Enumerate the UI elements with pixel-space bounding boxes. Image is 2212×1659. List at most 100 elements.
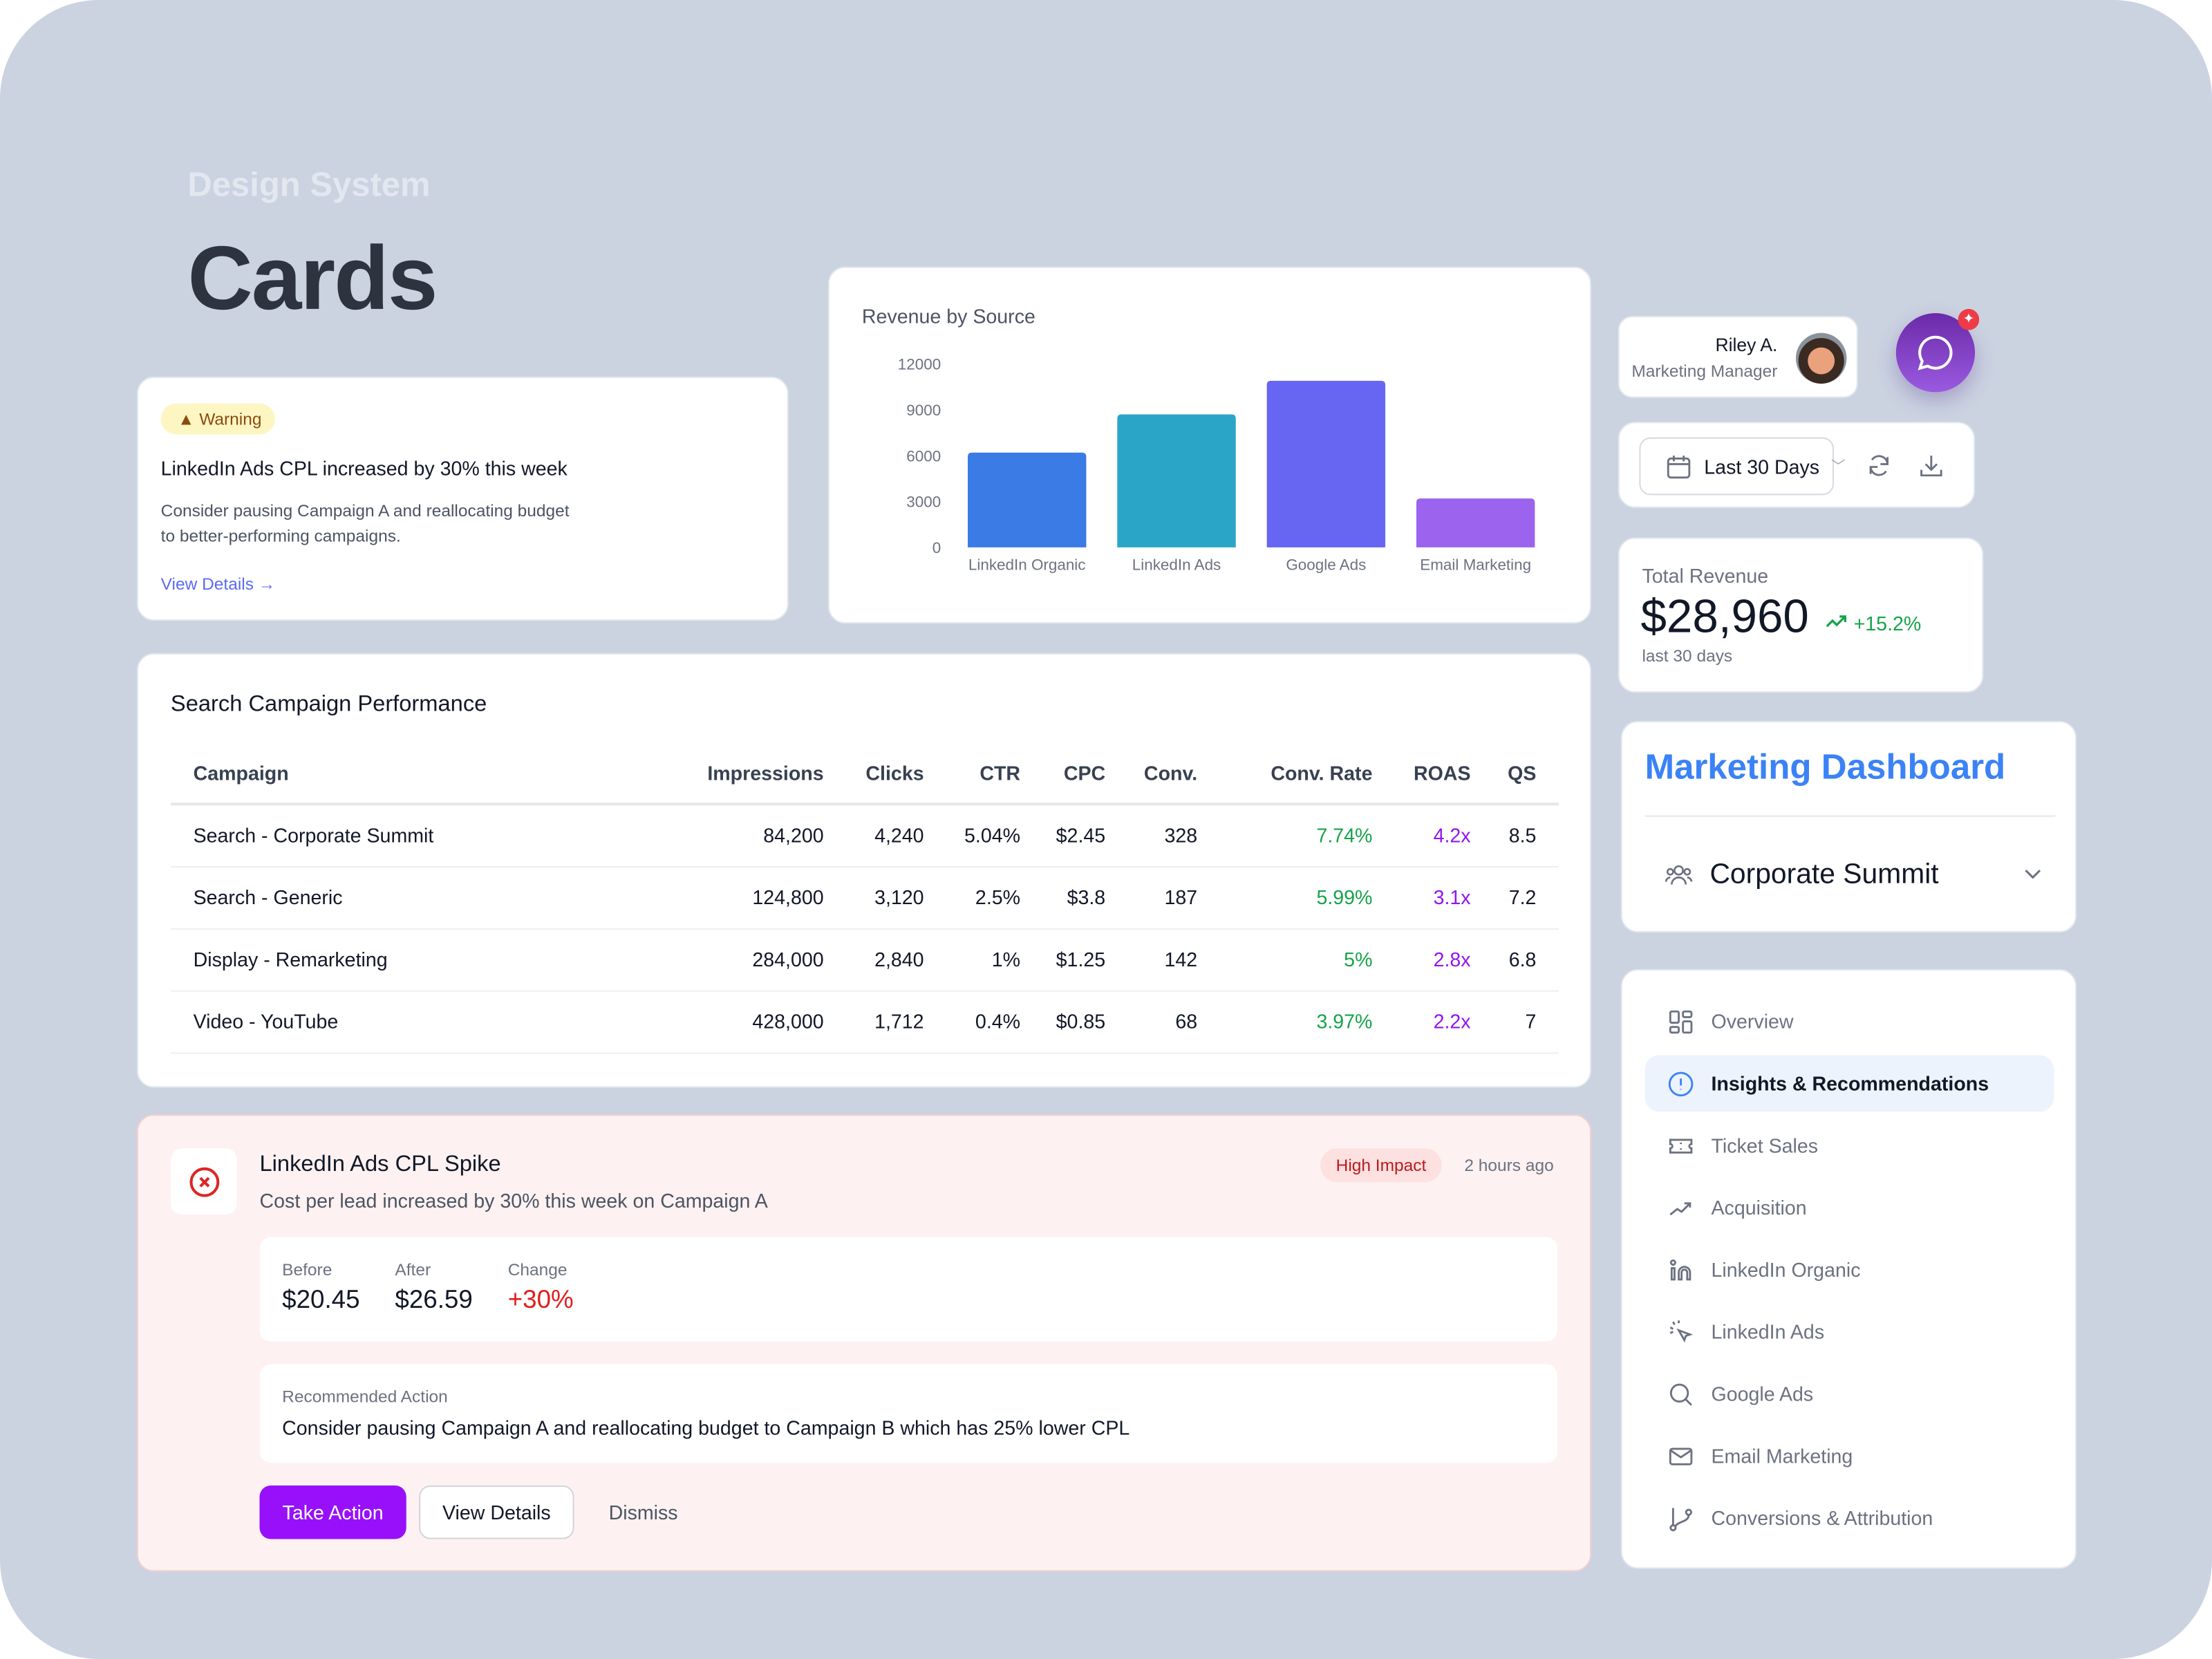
sidebar-item-linkedin-ads[interactable]: LinkedIn Ads <box>1645 1304 2054 1360</box>
dismiss-button[interactable]: Dismiss <box>608 1501 678 1524</box>
table-cell: 1% <box>924 928 1021 991</box>
table-cell: 5% <box>1197 928 1373 991</box>
table-cell: Display - Remarketing <box>170 928 624 991</box>
sidebar-item-linkedin-organic[interactable]: LinkedIn Organic <box>1645 1241 2054 1298</box>
table-cell: 7.2 <box>1470 866 1559 929</box>
warning-body-1: Consider pausing Campaign A and realloca… <box>160 500 570 521</box>
sidebar-item-label: Google Ads <box>1711 1382 1814 1405</box>
table-cell: 4,240 <box>823 804 924 868</box>
table-cell: 187 <box>1105 866 1198 929</box>
event-select[interactable]: Corporate Summit <box>1645 846 2056 903</box>
grid-icon <box>1669 1009 1693 1033</box>
users-icon <box>1665 865 1693 885</box>
sidebar-item-email-marketing[interactable]: Email Marketing <box>1645 1427 2054 1484</box>
table-row[interactable]: Video - YouTube 428,000 1,712 0.4% $0.85 68 3.… <box>170 990 1559 1053</box>
ticket-icon <box>1669 1138 1693 1153</box>
table-cell: $2.45 <box>1020 804 1106 868</box>
column-header: ROAS <box>1372 742 1471 806</box>
chevron-down-icon: ﹀ <box>1830 460 1846 476</box>
download-icon[interactable] <box>1918 453 1944 478</box>
table-cell: 3,120 <box>823 866 924 929</box>
chat-bubble-icon <box>1918 335 1953 371</box>
sidebar-item-label: LinkedIn Organic <box>1711 1258 1861 1282</box>
recommendation-text: Consider pausing Campaign A and realloca… <box>282 1416 1130 1439</box>
impact-badge: High Impact <box>1320 1148 1442 1183</box>
table-row[interactable]: Display - Remarketing 284,000 2,840 1% $1.25… <box>170 928 1559 991</box>
table-cell: 142 <box>1105 928 1198 991</box>
table-cell: 328 <box>1105 804 1198 868</box>
calendar-icon <box>1667 455 1691 478</box>
table-cell: 68 <box>1105 990 1198 1053</box>
view-details-button[interactable]: View Details <box>419 1485 574 1539</box>
y-tick-label: 9000 <box>906 402 941 419</box>
table-cell: 0.4% <box>924 990 1021 1053</box>
table-title: Search Campaign Performance <box>170 693 487 717</box>
divider <box>1644 815 2056 817</box>
table-cell: 7.74% <box>1197 804 1373 868</box>
x-tick-label: Email Marketing <box>1420 556 1531 573</box>
table-row[interactable]: Search - Generic 124,800 3,120 2.5% $3.8 187 5… <box>170 866 1559 929</box>
sidebar-item-label: LinkedIn Ads <box>1711 1320 1825 1343</box>
y-tick-label: 12000 <box>898 356 941 373</box>
profile-card[interactable]: Riley A. Marketing Manager <box>1618 316 1858 398</box>
sidebar-item-label: Email Marketing <box>1711 1444 1853 1468</box>
sidebar-item-insights-recommendations[interactable]: Insights & Recommendations <box>1644 1055 2054 1112</box>
linkedin-icon <box>1669 1259 1691 1280</box>
table-cell: 2.2x <box>1372 990 1471 1053</box>
sidebar-nav: Overview Insights & Recommendations Ticket… <box>1620 969 2077 1569</box>
table-cell: Video - YouTube <box>170 990 624 1053</box>
column-header: Campaign <box>170 742 624 806</box>
table-cell: 84,200 <box>623 804 824 868</box>
event-label: Corporate Summit <box>1709 858 1939 890</box>
sidebar-item-conversions-attribution[interactable]: Conversions & Attribution <box>1645 1490 2054 1546</box>
warning-badge: ▲ Warning <box>160 403 276 435</box>
take-action-button[interactable]: Take Action <box>259 1485 406 1539</box>
sidebar-item-overview[interactable]: Overview <box>1645 993 2054 1050</box>
table-cell: 2,840 <box>823 928 924 991</box>
date-range-select[interactable]: Last 30 Days <box>1639 437 1835 496</box>
bar-google-ads[interactable] <box>1266 380 1386 547</box>
column-header: Conv. <box>1105 742 1198 806</box>
sidebar-item-label: Conversions & Attribution <box>1711 1506 1933 1530</box>
table-cell: 8.5 <box>1470 804 1559 868</box>
change-label: Change <box>507 1259 568 1280</box>
before-label: Before <box>282 1259 332 1280</box>
table-cell: Search - Generic <box>170 866 624 929</box>
table-cell: 124,800 <box>623 866 824 929</box>
trending-up-icon <box>1669 1201 1691 1215</box>
campaign-table: Campaign Impressions Clicks CTR CPC Conv. Conv… <box>170 742 1559 1053</box>
alert-title: LinkedIn Ads CPL Spike <box>259 1152 501 1177</box>
warning-title: LinkedIn Ads CPL increased by 30% this w… <box>160 457 568 480</box>
table-row[interactable]: Search - Corporate Summit 84,200 4,240 5.04… <box>170 804 1559 868</box>
metrics-box: Before $20.45 After $26.59 Change +30% <box>259 1237 1558 1342</box>
column-header: QS <box>1470 742 1559 806</box>
column-header: CTR <box>924 742 1021 806</box>
sidebar-item-acquisition[interactable]: Acquisition <box>1645 1179 2054 1236</box>
search-icon <box>1669 1382 1692 1405</box>
sidebar-item-ticket-sales[interactable]: Ticket Sales <box>1645 1117 2054 1174</box>
bar-chart: 12000 9000 6000 3000 0 LinkedIn Organic Linked… <box>898 356 1535 573</box>
table-cell: 7 <box>1470 990 1559 1053</box>
before-value: $20.45 <box>282 1285 360 1313</box>
bar-linkedin-organic[interactable] <box>967 452 1087 547</box>
table-cell: 3.1x <box>1372 866 1471 929</box>
warning-body-2: to better-performing campaigns. <box>160 526 401 546</box>
alert-card: LinkedIn Ads CPL Spike Cost per lead inc… <box>136 1114 1592 1572</box>
cursor-click-icon <box>1669 1320 1694 1342</box>
error-icon-box <box>170 1148 237 1215</box>
x-tick-label: LinkedIn Ads <box>1132 556 1221 573</box>
sidebar-item-label: Ticket Sales <box>1711 1134 1819 1157</box>
view-details-link[interactable]: View Details → <box>160 574 276 594</box>
avatar <box>1795 332 1847 384</box>
bar-linkedin-ads[interactable] <box>1117 414 1236 547</box>
table-header-row: Campaign Impressions Clicks CTR CPC Conv. Conv… <box>170 742 1559 806</box>
refresh-icon[interactable] <box>1866 453 1892 478</box>
bar-email-marketing[interactable] <box>1416 498 1535 547</box>
alert-subtitle: Cost per lead increased by 30% this week… <box>259 1189 768 1212</box>
change-value: +30% <box>507 1285 574 1313</box>
sparkle-icon: ✦ <box>1958 308 1980 330</box>
mail-icon <box>1669 1447 1693 1465</box>
x-tick-label: LinkedIn Organic <box>968 556 1086 573</box>
sidebar-item-google-ads[interactable]: Google Ads <box>1645 1365 2054 1422</box>
y-tick-label: 0 <box>932 539 941 556</box>
